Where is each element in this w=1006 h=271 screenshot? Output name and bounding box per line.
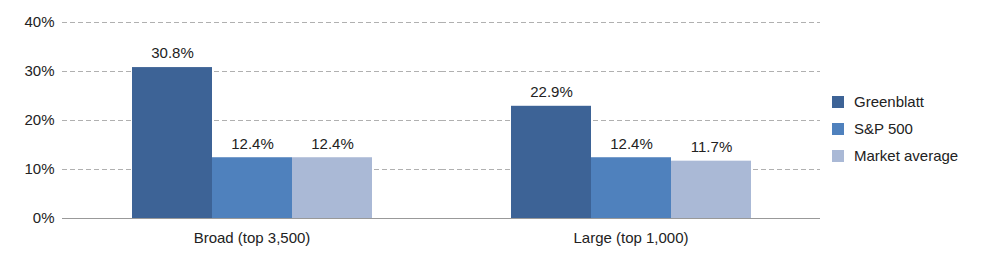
svg-text:12.4%: 12.4% xyxy=(311,135,354,152)
svg-text:11.7%: 11.7% xyxy=(691,138,732,155)
html-text:Market average: Market average xyxy=(854,147,959,164)
svg-text:0%: 0% xyxy=(33,209,55,226)
svg-text:30%: 30% xyxy=(24,62,54,79)
svg-text:12.4%: 12.4% xyxy=(231,135,274,152)
svg-text:30.8%: 30.8% xyxy=(151,44,194,61)
svg-text:40%: 40% xyxy=(24,13,54,30)
svg-text:Broad (top 3,500): Broad (top 3,500) xyxy=(194,229,311,246)
html-text:S&P 500: S&P 500 xyxy=(854,120,913,137)
svg-text:22.9%: 22.9% xyxy=(530,83,573,100)
html-text:Greenblatt: Greenblatt xyxy=(854,93,924,110)
svg-text:10%: 10% xyxy=(24,160,54,177)
svg-text:Large (top 1,000): Large (top 1,000) xyxy=(573,229,688,246)
svg-text:20%: 20% xyxy=(24,111,54,128)
svg-text:12.4%: 12.4% xyxy=(610,135,653,152)
